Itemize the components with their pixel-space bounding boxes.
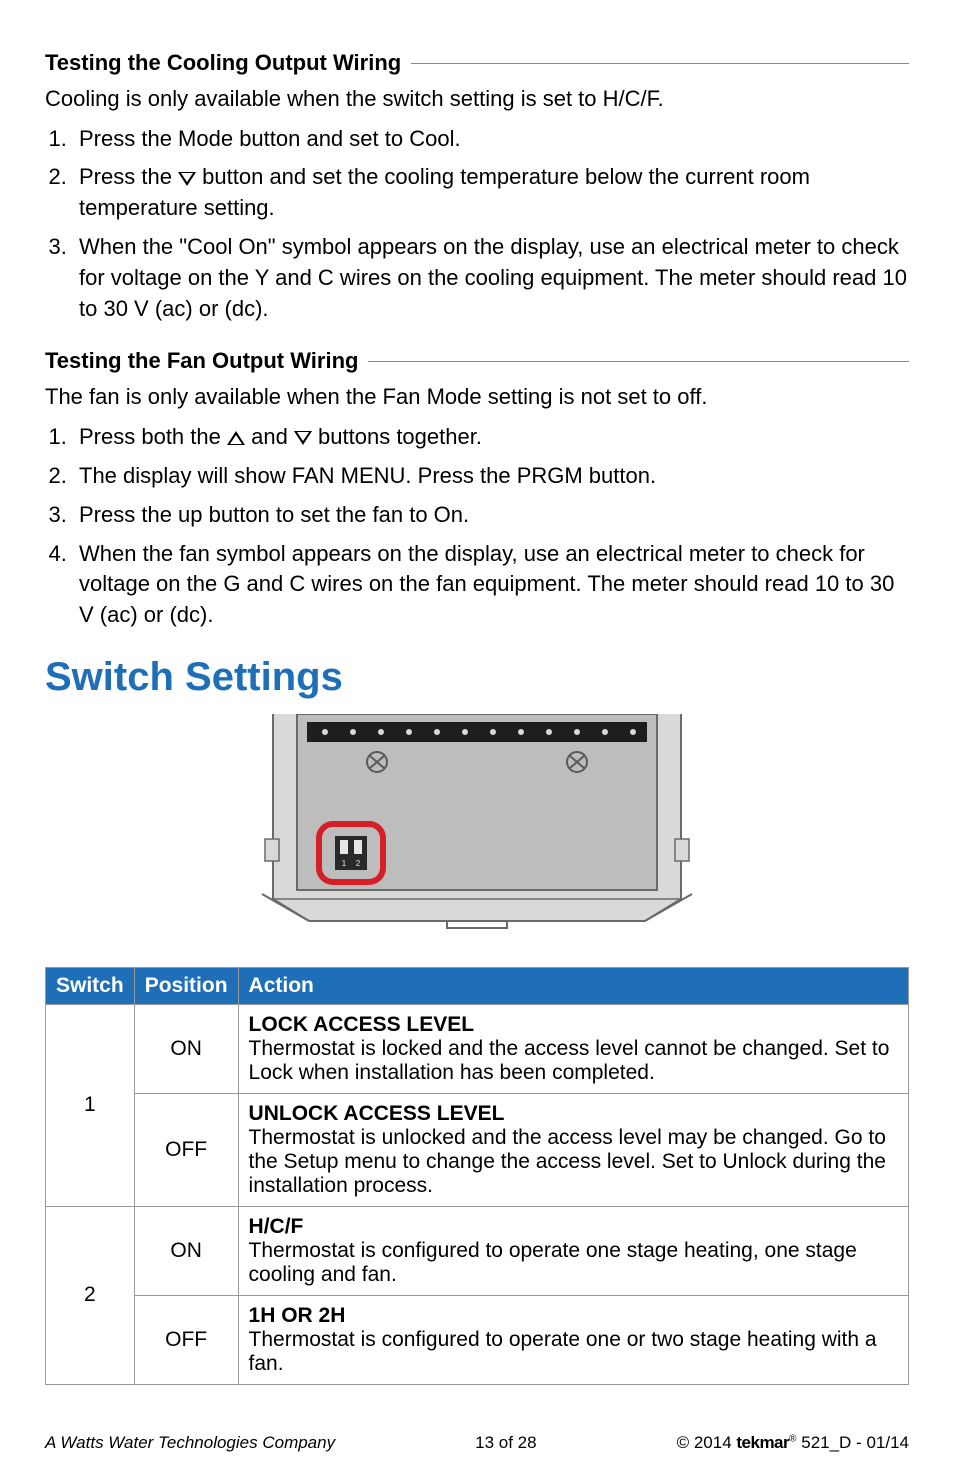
cooling-wiring-heading: Testing the Cooling Output Wiring <box>45 50 909 76</box>
fan-step-1-after: buttons together. <box>312 424 482 449</box>
table-row: OFF UNLOCK ACCESS LEVEL Thermostat is un… <box>46 1093 909 1206</box>
footer-doc: 521_D - 01/14 <box>797 1433 909 1452</box>
footer-brand: tekmar <box>736 1433 789 1452</box>
fan-steps: Press both the and buttons together. The… <box>45 422 909 631</box>
action-desc: Thermostat is unlocked and the access le… <box>249 1126 886 1197</box>
device-diagram: 1 2 <box>45 714 909 939</box>
triangle-down-icon <box>294 431 312 445</box>
footer-company: A Watts Water Technologies Company <box>45 1433 335 1453</box>
heading-rule <box>411 63 909 64</box>
cooling-step-2-before: Press the <box>79 164 178 189</box>
cooling-step-2: Press the button and set the cooling tem… <box>73 162 909 224</box>
cooling-step-1: Press the Mode button and set to Cool. <box>73 124 909 155</box>
fan-step-3: Press the up button to set the fan to On… <box>73 500 909 531</box>
col-switch: Switch <box>46 967 135 1004</box>
dip-switch-icon <box>335 836 367 870</box>
footer-reg: ® <box>789 1433 796 1444</box>
switch-number: 1 <box>46 1004 135 1206</box>
action-title: UNLOCK ACCESS LEVEL <box>249 1102 505 1125</box>
action-cell: UNLOCK ACCESS LEVEL Thermostat is unlock… <box>238 1093 908 1206</box>
svg-text:1: 1 <box>342 859 347 868</box>
fan-step-4: When the fan symbol appears on the displ… <box>73 539 909 631</box>
device-svg: 1 2 <box>257 714 697 934</box>
action-desc: Thermostat is locked and the access leve… <box>249 1037 890 1084</box>
action-cell: LOCK ACCESS LEVEL Thermostat is locked a… <box>238 1004 908 1093</box>
fan-step-1-before: Press both the <box>79 424 227 449</box>
col-position: Position <box>134 967 238 1004</box>
table-row: OFF 1H OR 2H Thermostat is configured to… <box>46 1295 909 1384</box>
table-row: 2 ON H/C/F Thermostat is configured to o… <box>46 1206 909 1295</box>
fan-step-1-mid: and <box>245 424 294 449</box>
cooling-title-text: Testing the Cooling Output Wiring <box>45 50 401 76</box>
action-desc: Thermostat is configured to operate one … <box>249 1328 877 1375</box>
fan-title-text: Testing the Fan Output Wiring <box>45 348 358 374</box>
table-row: 1 ON LOCK ACCESS LEVEL Thermostat is loc… <box>46 1004 909 1093</box>
action-cell: H/C/F Thermostat is configured to operat… <box>238 1206 908 1295</box>
footer-cp-text: © 2014 <box>677 1433 737 1452</box>
action-cell: 1H OR 2H Thermostat is configured to ope… <box>238 1295 908 1384</box>
triangle-up-icon <box>227 431 245 445</box>
position-cell: ON <box>134 1004 238 1093</box>
fan-step-1: Press both the and buttons together. <box>73 422 909 453</box>
switch-settings-table: Switch Position Action 1 ON LOCK ACCESS … <box>45 967 909 1385</box>
footer-page: 13 of 28 <box>475 1433 536 1453</box>
page-footer: A Watts Water Technologies Company 13 of… <box>45 1433 909 1453</box>
fan-step-2: The display will show FAN MENU. Press th… <box>73 461 909 492</box>
footer-copyright: © 2014 tekmar® 521_D - 01/14 <box>677 1433 909 1453</box>
switch-number: 2 <box>46 1206 135 1384</box>
fan-intro: The fan is only available when the Fan M… <box>45 382 909 412</box>
fan-wiring-heading: Testing the Fan Output Wiring <box>45 348 909 374</box>
svg-text:2: 2 <box>356 859 361 868</box>
cooling-step-3: When the "Cool On" symbol appears on the… <box>73 232 909 324</box>
col-action: Action <box>238 967 908 1004</box>
heading-rule <box>368 361 909 362</box>
position-cell: ON <box>134 1206 238 1295</box>
action-title: LOCK ACCESS LEVEL <box>249 1013 475 1036</box>
position-cell: OFF <box>134 1295 238 1384</box>
triangle-down-icon <box>178 172 196 186</box>
position-cell: OFF <box>134 1093 238 1206</box>
action-title: H/C/F <box>249 1215 304 1238</box>
cooling-steps: Press the Mode button and set to Cool. P… <box>45 124 909 325</box>
action-title: 1H OR 2H <box>249 1304 346 1327</box>
action-desc: Thermostat is configured to operate one … <box>249 1239 857 1286</box>
cooling-intro: Cooling is only available when the switc… <box>45 84 909 114</box>
switch-settings-heading: Switch Settings <box>45 655 909 700</box>
